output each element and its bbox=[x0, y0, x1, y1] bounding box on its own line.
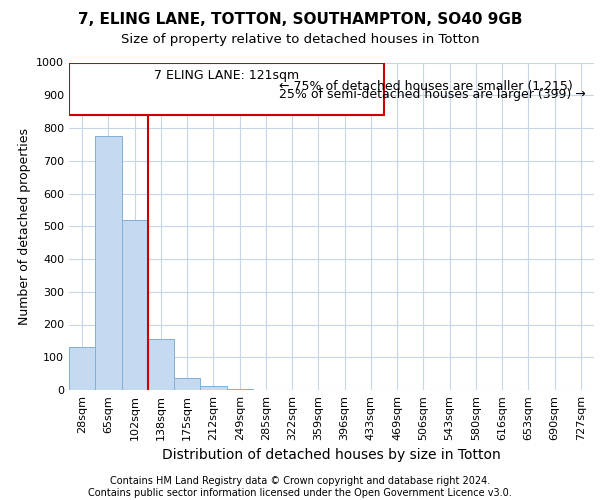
Text: 7, ELING LANE, TOTTON, SOUTHAMPTON, SO40 9GB: 7, ELING LANE, TOTTON, SOUTHAMPTON, SO40… bbox=[78, 12, 522, 28]
Y-axis label: Number of detached properties: Number of detached properties bbox=[17, 128, 31, 325]
Text: ← 75% of detached houses are smaller (1,215): ← 75% of detached houses are smaller (1,… bbox=[279, 80, 573, 92]
Text: Size of property relative to detached houses in Totton: Size of property relative to detached ho… bbox=[121, 32, 479, 46]
FancyBboxPatch shape bbox=[69, 62, 384, 115]
Text: Contains public sector information licensed under the Open Government Licence v3: Contains public sector information licen… bbox=[88, 488, 512, 498]
Text: Contains HM Land Registry data © Crown copyright and database right 2024.: Contains HM Land Registry data © Crown c… bbox=[110, 476, 490, 486]
Text: 25% of semi-detached houses are larger (399) →: 25% of semi-detached houses are larger (… bbox=[279, 88, 586, 101]
Bar bbox=[174, 378, 200, 390]
Text: 7 ELING LANE: 121sqm: 7 ELING LANE: 121sqm bbox=[154, 69, 299, 82]
Bar bbox=[95, 136, 121, 390]
X-axis label: Distribution of detached houses by size in Totton: Distribution of detached houses by size … bbox=[162, 448, 501, 462]
Bar bbox=[200, 386, 227, 390]
Bar bbox=[227, 389, 253, 390]
Bar bbox=[121, 220, 148, 390]
Bar bbox=[69, 348, 95, 390]
Bar bbox=[148, 339, 174, 390]
